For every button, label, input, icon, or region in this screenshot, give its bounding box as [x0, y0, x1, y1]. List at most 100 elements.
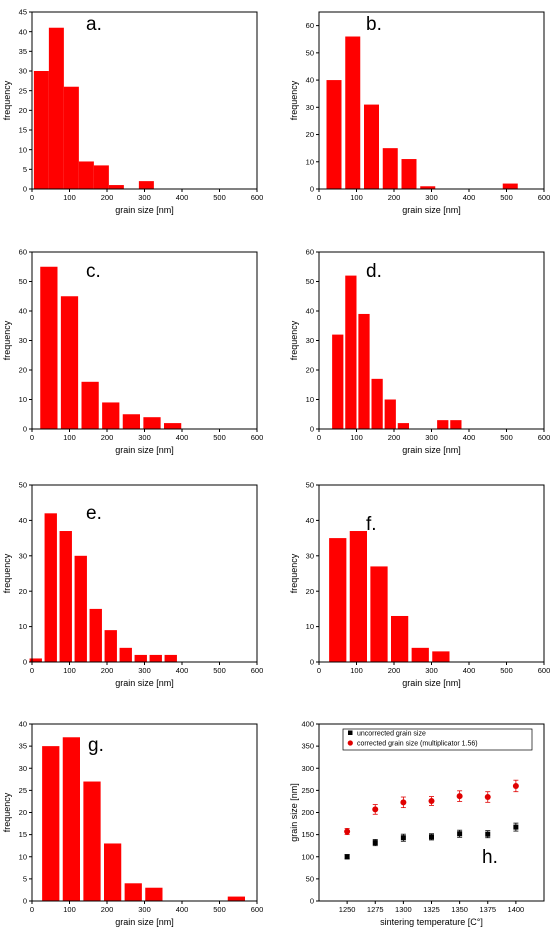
y-tick-label: 0 [310, 658, 314, 667]
x-tick-label: 600 [538, 193, 550, 202]
x-tick-label: 100 [63, 193, 76, 202]
histogram-bar [437, 420, 449, 429]
y-tick-label: 400 [301, 720, 314, 729]
y-tick-label: 10 [306, 157, 314, 166]
x-tick-label: 600 [538, 666, 550, 675]
histogram-bar [502, 183, 518, 189]
panel-label: c. [86, 261, 101, 282]
y-tick-label: 10 [19, 395, 27, 404]
y-tick-label: 35 [19, 47, 27, 56]
x-tick-label: 1250 [339, 905, 356, 914]
y-tick-label: 35 [19, 742, 27, 751]
x-tick-label: 100 [350, 193, 363, 202]
y-tick-label: 200 [301, 808, 314, 817]
x-tick-label: 0 [317, 193, 321, 202]
legend-entry: corrected grain size (multiplicator 1.56… [357, 741, 478, 748]
histogram-bar [401, 159, 417, 189]
histogram-bar [60, 296, 79, 429]
y-tick-label: 50 [306, 874, 314, 883]
y-tick-label: 40 [19, 307, 27, 316]
data-point-uncorrected [457, 831, 463, 837]
histogram-bar [102, 402, 120, 429]
x-tick-label: 300 [425, 193, 438, 202]
data-point-uncorrected [344, 854, 350, 860]
y-tick-label: 300 [301, 764, 314, 773]
y-tick-label: 40 [306, 76, 314, 85]
x-tick-label: 1275 [367, 905, 384, 914]
x-tick-label: 600 [251, 193, 264, 202]
y-tick-label: 20 [19, 106, 27, 115]
y-axis-label: frequency [289, 320, 299, 360]
histogram-bar [432, 651, 450, 662]
y-axis-label: grain size [nm] [289, 783, 299, 842]
y-tick-label: 50 [306, 277, 314, 286]
y-axis-label: frequency [2, 553, 12, 593]
histogram-bar [83, 781, 101, 901]
chart-panel-h: 1250 1275 1300 1325 1350 1375 1400 0 50 100 150 200… [289, 720, 545, 927]
x-tick-label: 100 [63, 666, 76, 675]
x-tick-label: 200 [101, 193, 114, 202]
x-tick-label: 200 [101, 905, 114, 914]
x-tick-label: 300 [138, 433, 151, 442]
data-point-corrected [372, 806, 379, 813]
y-tick-label: 20 [19, 587, 27, 596]
chart-panel-f: 0 100 200 300 400 500 600 0 10 20 30 40 50 grain size… [289, 481, 550, 688]
y-tick-label: 30 [19, 67, 27, 76]
chart-panel-e: 0 100 200 300 400 500 600 0 10 20 30 40 50 grain size… [2, 481, 263, 688]
x-tick-label: 500 [213, 905, 226, 914]
data-point-corrected [428, 797, 435, 804]
histogram-bar [145, 887, 163, 901]
x-axis-label: grain size [nm] [402, 205, 461, 215]
y-tick-label: 10 [19, 145, 27, 154]
y-tick-label: 15 [19, 830, 27, 839]
x-tick-label: 500 [213, 666, 226, 675]
histogram-bar [345, 275, 357, 429]
histogram-bar [89, 608, 102, 662]
y-axis-label: frequency [289, 553, 299, 593]
y-tick-label: 0 [310, 185, 314, 194]
y-tick-label: 0 [23, 425, 27, 434]
histogram-bar [143, 417, 161, 429]
histogram-bar [63, 86, 79, 189]
y-tick-label: 40 [306, 516, 314, 525]
x-tick-label: 200 [388, 666, 401, 675]
histogram-bar [384, 399, 396, 429]
histogram-bar [48, 27, 64, 189]
panel-label: d. [366, 261, 382, 282]
histogram-bar [138, 181, 154, 189]
y-tick-label: 30 [19, 336, 27, 345]
legend-marker-uncorrected [348, 730, 353, 735]
y-tick-label: 20 [19, 366, 27, 375]
y-tick-label: 20 [306, 130, 314, 139]
histogram-bar [44, 513, 57, 662]
x-tick-label: 400 [176, 193, 189, 202]
x-axis-label: grain size [nm] [402, 445, 461, 455]
panel-label: h. [482, 847, 498, 868]
x-tick-label: 0 [30, 193, 34, 202]
y-tick-label: 50 [306, 48, 314, 57]
histogram-bar [81, 381, 99, 429]
x-tick-label: 500 [500, 193, 513, 202]
x-tick-label: 300 [425, 433, 438, 442]
histogram-bar [364, 104, 379, 189]
histogram-bar [122, 414, 140, 429]
histogram-bar [370, 566, 388, 662]
x-tick-label: 200 [101, 666, 114, 675]
histogram-bar [164, 654, 177, 662]
histogram-bar [42, 746, 60, 901]
x-axis-label: grain size [nm] [402, 678, 461, 688]
y-tick-label: 20 [306, 366, 314, 375]
histogram-bar [93, 165, 109, 189]
chart-panel-g: 0 100 200 300 400 500 600 0 5 10 15 20 25 30 35 40 grain… [2, 720, 263, 927]
x-tick-label: 400 [176, 905, 189, 914]
x-tick-label: 1400 [508, 905, 525, 914]
y-tick-label: 0 [310, 425, 314, 434]
x-tick-label: 1350 [451, 905, 468, 914]
data-point-corrected [484, 794, 491, 801]
x-axis-label: grain size [nm] [115, 205, 174, 215]
y-tick-label: 60 [306, 21, 314, 30]
x-tick-label: 500 [213, 433, 226, 442]
y-tick-label: 10 [306, 395, 314, 404]
histogram-bar [391, 615, 409, 662]
y-tick-label: 350 [301, 742, 314, 751]
